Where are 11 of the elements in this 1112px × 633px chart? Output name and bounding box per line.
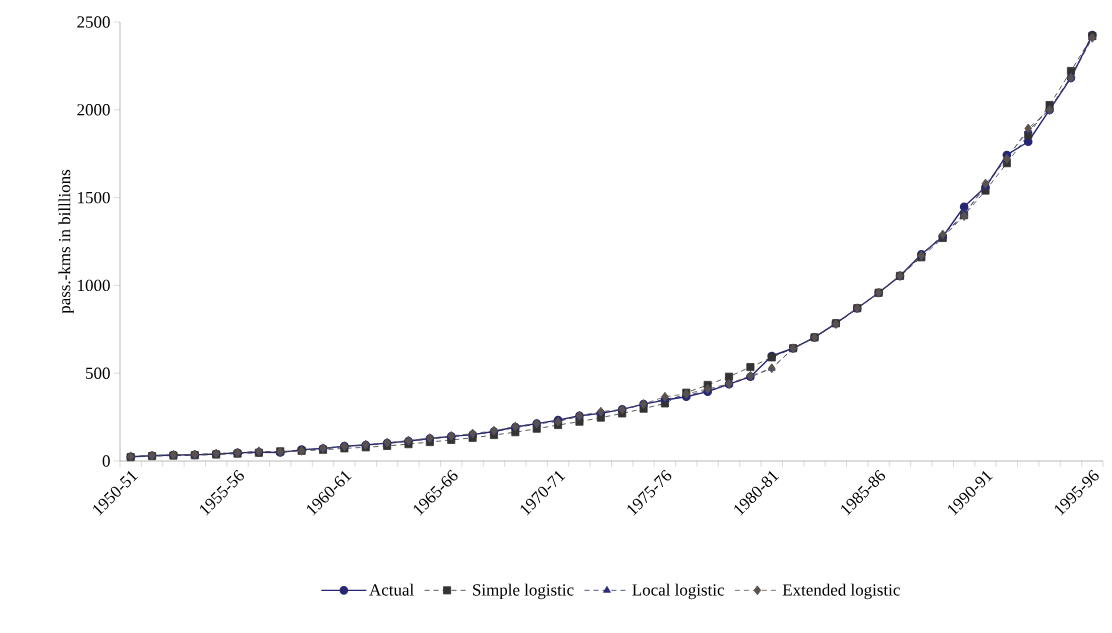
y-tick-label: 500 bbox=[86, 367, 110, 379]
legend-label: Simple logistic bbox=[473, 583, 574, 600]
y-tick-label: 0 bbox=[102, 455, 110, 467]
legend-label: Extended logistic bbox=[782, 583, 900, 600]
legend-label: Local logistic bbox=[632, 583, 725, 600]
y-tick-label: 1500 bbox=[78, 191, 110, 204]
y-tick-label: 1000 bbox=[78, 279, 110, 292]
y-axis-title: pass.-kms in billlions bbox=[58, 169, 74, 314]
y-tick-label: 2500 bbox=[77, 16, 110, 28]
y-tick-label: 2000 bbox=[77, 104, 110, 116]
legend-label: Actual bbox=[369, 583, 414, 596]
